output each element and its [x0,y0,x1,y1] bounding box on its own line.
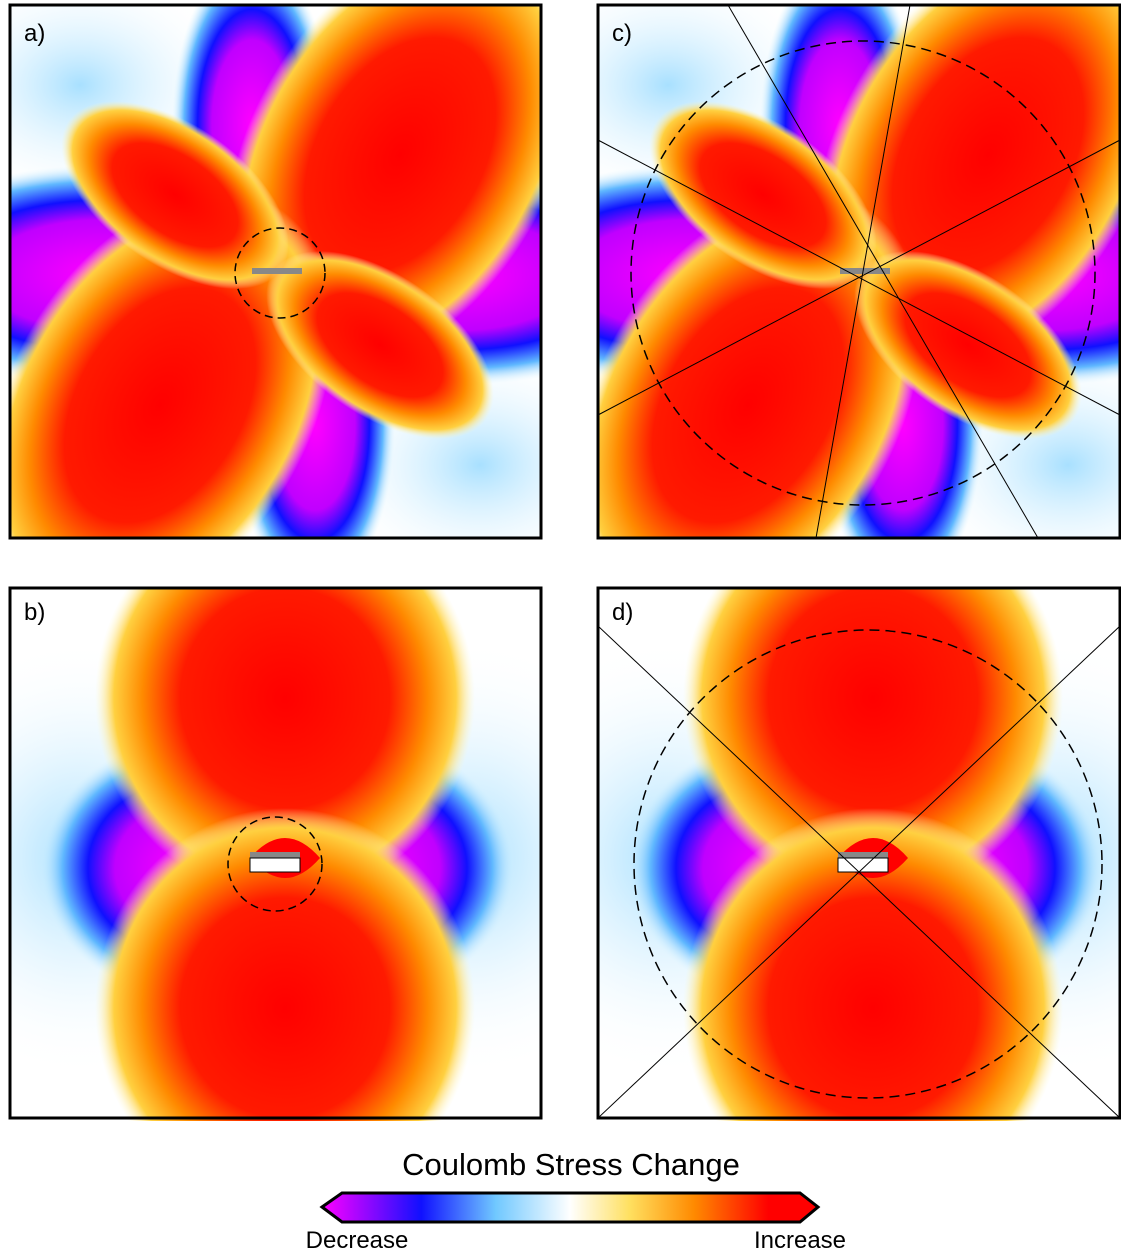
colorbar-high-label: Increase [754,1227,846,1253]
colorbar-low-label: Decrease [306,1227,409,1253]
panel-label: d) [612,599,633,626]
panel-c: c) [596,3,1121,540]
colorbar [319,1191,821,1224]
panel-d: d) [596,586,1121,1121]
panel-label: c) [612,20,632,47]
panel-label: b) [24,599,45,626]
panel-b: b) [8,586,543,1121]
panel-label: a) [24,20,45,47]
panel-a: a) [8,3,543,540]
colorbar-title: Coulomb Stress Change [402,1147,740,1182]
